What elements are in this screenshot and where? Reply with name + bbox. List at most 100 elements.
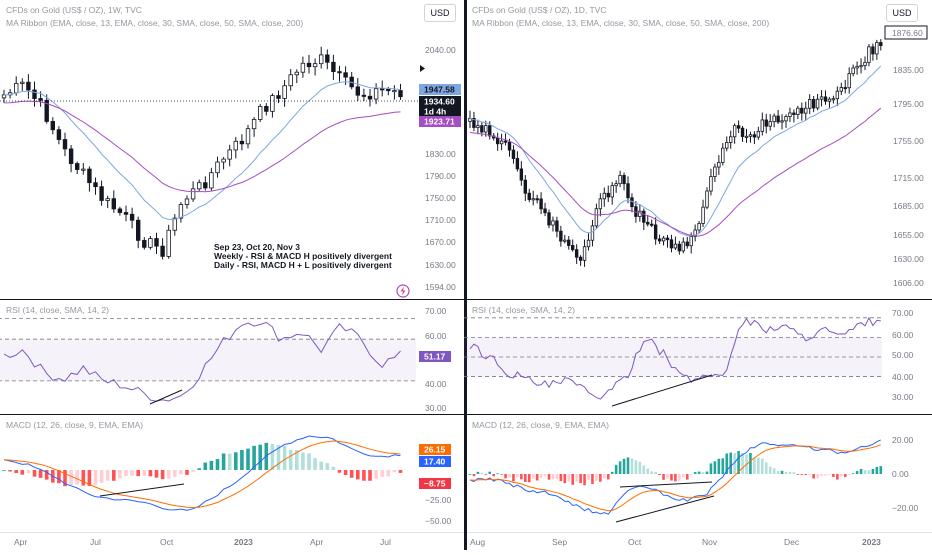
right-rsi-legend[interactable]: RSI (14, close, SMA, 14, 2) (472, 305, 575, 315)
left-currency-button[interactable]: USD (424, 4, 456, 22)
right-macd-line (469, 439, 882, 515)
annotation-line-3: Daily - RSI, MACD H + L positively diver… (214, 260, 392, 270)
left-candle-body (361, 94, 367, 97)
right-macd-legend[interactable]: MACD (12, 26, close, 9, EMA, EMA) (472, 420, 609, 430)
right-macd-histogram-bar (733, 453, 736, 474)
right-macd-histogram-bar (749, 452, 752, 474)
right-candle-body (729, 136, 733, 143)
left-macd-histogram-bar (87, 470, 92, 486)
left-macd-histogram-bar (154, 470, 159, 478)
lightning-icon[interactable] (396, 284, 410, 298)
right-candle-body (764, 119, 768, 127)
left-macd-histogram-bar (349, 470, 354, 478)
right-macd-histogram-bar (603, 474, 606, 479)
left-macd-histogram-bar (75, 470, 79, 485)
left-price-label-box (419, 106, 461, 117)
right-macd-histogram-bar (496, 473, 499, 475)
right-ema-fast-line (469, 65, 882, 237)
right-macd-histogram-bar (642, 465, 646, 474)
right-candle-body (555, 220, 559, 232)
right-candle-body (784, 116, 788, 122)
left-candle-body (251, 119, 257, 130)
chart-scroll-arrow-icon[interactable] (420, 65, 425, 72)
left-candle-body (300, 62, 306, 73)
right-macd-histogram-bar (524, 474, 527, 482)
left-price-label: 1d 4h (424, 107, 446, 117)
right-currency-button[interactable]: USD (886, 4, 918, 22)
left-candle-body (288, 74, 293, 87)
left-macd-line (3, 435, 401, 511)
left-candle-body (282, 85, 287, 99)
right-candle-body (871, 46, 875, 55)
left-macd-histogram-bar (2, 470, 6, 471)
right-macd-histogram-bar (555, 474, 559, 480)
right-candle-body (792, 112, 796, 116)
left-rsi-line (3, 321, 401, 402)
left-macd-divergence-line (99, 483, 185, 497)
left-macd-histogram-bar (93, 470, 98, 486)
left-candle-body (160, 245, 165, 257)
left-rsi-divergence-line (149, 389, 183, 405)
right-rsi-divergence-line (611, 374, 713, 407)
left-macd-histogram-bar (166, 470, 171, 479)
left-macd-value-box (419, 456, 451, 467)
left-candle-body (215, 161, 220, 174)
right-macd-histogram-bar (516, 474, 519, 478)
right-candle-body (507, 141, 512, 151)
left-candle-body (105, 198, 110, 201)
left-macd-histogram-bar (179, 470, 183, 475)
right-macd-histogram-bar (658, 474, 661, 475)
right-candle-body (646, 221, 650, 225)
right-symbol-title[interactable]: CFDs on Gold (US$ / OZ), 1D, TVC (472, 5, 606, 15)
right-macd-histogram-bar (757, 457, 760, 474)
right-macd-histogram-bar (595, 474, 598, 481)
right-macd-histogram-bar (836, 474, 839, 480)
right-candle-body (657, 238, 662, 242)
right-macd-histogram-bar (527, 474, 531, 483)
right-macd-histogram-bar (614, 464, 618, 474)
right-rsi-tick-label: 70.00 (892, 308, 914, 318)
left-candle-body (68, 148, 74, 164)
right-macd-histogram-bar (843, 474, 847, 478)
right-macd-histogram-bar (709, 463, 713, 474)
left-rsi-legend[interactable]: RSI (14, close, SMA, 14, 2) (6, 305, 109, 315)
left-price-tick-label: 1594.00 (425, 282, 456, 292)
right-ma-legend[interactable]: MA Ribbon (EMA, close, 13, EMA, close, 3… (472, 18, 769, 28)
left-price-label-box (419, 116, 461, 127)
right-candle-body (638, 210, 642, 217)
right-macd-histogram-bar (666, 474, 669, 479)
right-candle-body (571, 245, 575, 251)
right-macd-histogram-bar (504, 474, 507, 479)
right-macd-tick-label: 20.00 (892, 435, 914, 445)
left-price-tick-label: 1790.00 (425, 171, 456, 181)
left-candle-body (13, 83, 19, 94)
left-macd-value-label: −8.75 (424, 479, 446, 489)
right-time-tick-label: Sep (552, 537, 567, 547)
left-time-tick-label: 2023 (234, 537, 253, 547)
right-candle-body (863, 61, 867, 66)
left-candle-body (367, 95, 373, 100)
right-candle-body (499, 140, 504, 145)
right-macd-histogram-bar (583, 474, 586, 486)
left-macd-histogram-bar (276, 445, 281, 470)
right-candle-body (547, 212, 551, 226)
right-macd-histogram-bar (539, 474, 543, 478)
right-time-tick-label: Aug (470, 537, 485, 547)
right-candle-body (717, 162, 721, 168)
left-price-tick-label: 1710.00 (425, 215, 456, 225)
left-symbol-title[interactable]: CFDs on Gold (US$ / OZ), 1W, TVC (6, 5, 142, 15)
right-macd-histogram-bar (634, 460, 638, 474)
right-candle-body (823, 96, 828, 102)
right-candle-body (760, 119, 764, 132)
right-macd-histogram-bar (832, 474, 835, 477)
left-rsi-tick-label: 70.00 (425, 306, 447, 316)
right-macd-histogram-bar (717, 458, 721, 474)
left-candle-body (392, 90, 397, 93)
right-candle-body (519, 168, 524, 181)
left-macd-legend[interactable]: MACD (12, 26, close, 9, EMA, EMA) (6, 420, 143, 430)
left-macd-histogram-bar (368, 470, 372, 481)
right-macd-histogram-bar (535, 474, 539, 481)
left-candle-body (331, 61, 336, 73)
right-candle-body (606, 192, 610, 198)
left-ma-legend[interactable]: MA Ribbon (EMA, close, 13, EMA, close, 3… (6, 18, 303, 28)
